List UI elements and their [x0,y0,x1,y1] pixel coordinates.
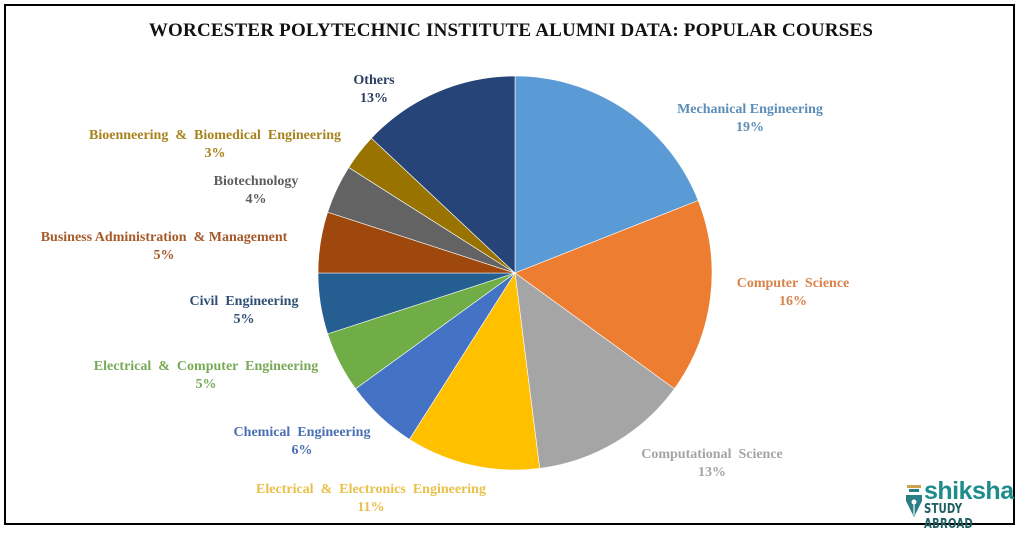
data-label: Civil Engineering 5% [190,293,299,329]
data-label-percent: 5% [195,377,217,392]
pie-slice [514,200,713,390]
data-label-name: Others [353,73,395,88]
data-label-percent: 5% [233,312,255,327]
data-label-name: Electrical & Computer Engineering [93,359,319,374]
data-label-name: Computer Science [736,276,850,291]
data-label: Computational Science 13% [641,446,783,482]
pen-nib-icon [906,485,922,517]
data-label: Chemical Engineering 6% [234,424,371,460]
data-label: Business Administration & Management 5% [41,229,288,265]
data-label: Electrical & Electronics Engineering 11% [256,481,486,517]
pie-slice [514,272,675,469]
pie-slice [409,272,541,471]
data-label-percent: 3% [204,146,226,161]
data-label-percent: 13% [360,91,388,106]
data-label-name: Biotechnology [213,174,299,189]
data-label: Others 13% [353,72,394,108]
data-label-name: Civil Engineering [189,294,299,309]
data-label-name: Electrical & Electronics Engineering [256,482,486,497]
data-label-name: Business Administration & Management [40,230,288,245]
data-label-percent: 5% [153,248,175,263]
data-label-name: Bioenneering & Biomedical Engineering [89,128,341,143]
data-label-name: Computational Science [641,447,783,462]
data-label: Computer Science 16% [737,275,850,311]
data-label-percent: 19% [735,120,764,135]
chart-title: WORCESTER POLYTECHNIC INSTITUTE ALUMNI D… [148,20,874,41]
pie-slice [370,75,516,274]
data-label-name: Mechanical Engineering [677,102,823,117]
logo-brand: shiksha [924,477,1014,505]
pie-slice [514,75,699,274]
data-label-percent: 6% [291,443,313,458]
data-label: Mechanical Engineering 19% [677,101,823,137]
shiksha-logo: shiksha STUDY ABROAD [902,477,1014,532]
data-label-percent: 4% [245,192,267,207]
data-label-name: Chemical Engineering [233,425,371,440]
data-label-percent: 13% [698,465,726,480]
data-label-percent: 16% [779,294,807,309]
data-label-percent: 11% [357,500,385,515]
logo-tagline: STUDY ABROAD [924,502,973,532]
data-label: Biotechnology 4% [214,173,299,209]
data-label: Bioenneering & Biomedical Engineering 3% [89,127,341,163]
data-label: Electrical & Computer Engineering 5% [94,358,319,394]
